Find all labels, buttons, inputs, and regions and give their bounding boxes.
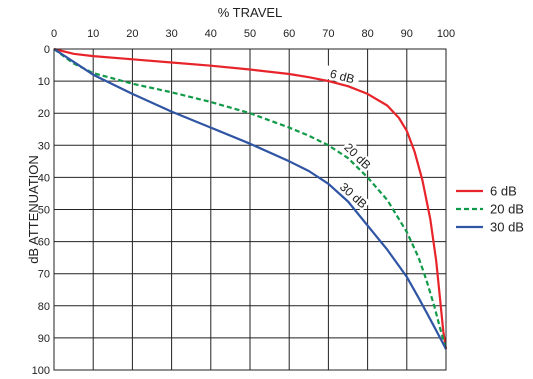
x-axis-title: % TRAVEL xyxy=(218,5,283,20)
series-line-30-db xyxy=(53,48,447,350)
curve-label-background xyxy=(324,65,361,87)
x-tick-labels: 0 10 20 30 40 50 60 70 80 90 100 xyxy=(51,28,455,40)
series-curves xyxy=(53,47,448,350)
x-tick-label: 30 xyxy=(165,28,177,40)
y-tick-label: 80 xyxy=(38,301,50,313)
y-tick-label: 100 xyxy=(32,365,50,377)
x-tick-label: 40 xyxy=(205,28,217,40)
legend: 6 dB 20 dB 30 dB xyxy=(456,184,524,235)
curve-label-6-db: 6 dB xyxy=(328,67,355,87)
legend-label-30-db: 30 dB xyxy=(490,220,524,235)
x-tick-label: 100 xyxy=(437,28,455,40)
y-tick-label: 70 xyxy=(38,269,50,281)
y-axis-title: dB ATTENUATION xyxy=(26,155,41,264)
x-tick-label: 60 xyxy=(283,28,295,40)
y-tick-label: 90 xyxy=(38,333,50,345)
y-tick-label: 10 xyxy=(38,76,50,88)
series-line-6-db xyxy=(53,47,448,350)
x-tick-label: 0 xyxy=(51,28,57,40)
x-tick-label: 10 xyxy=(87,28,99,40)
x-tick-label: 80 xyxy=(361,28,373,40)
legend-label-20-db: 20 dB xyxy=(490,202,524,217)
curve-label-background xyxy=(336,178,371,212)
y-tick-label: 0 xyxy=(44,44,50,56)
legend-label-6-db: 6 dB xyxy=(490,184,517,199)
y-tick-label: 60 xyxy=(38,237,50,249)
x-tick-label: 90 xyxy=(401,28,413,40)
y-tick-label: 20 xyxy=(38,108,50,120)
y-tick-label: 40 xyxy=(38,172,50,184)
curve-label-background xyxy=(341,139,375,173)
x-tick-label: 50 xyxy=(244,28,256,40)
x-tick-label: 70 xyxy=(322,28,334,40)
grid xyxy=(54,49,446,370)
y-tick-label: 30 xyxy=(38,140,50,152)
plot-frame xyxy=(53,48,447,371)
y-tick-label: 50 xyxy=(38,205,50,217)
y-tick-labels: 0 10 20 30 40 50 60 70 80 90 100 xyxy=(32,44,50,377)
series-line-20-db xyxy=(53,48,448,350)
x-tick-label: 20 xyxy=(126,28,138,40)
